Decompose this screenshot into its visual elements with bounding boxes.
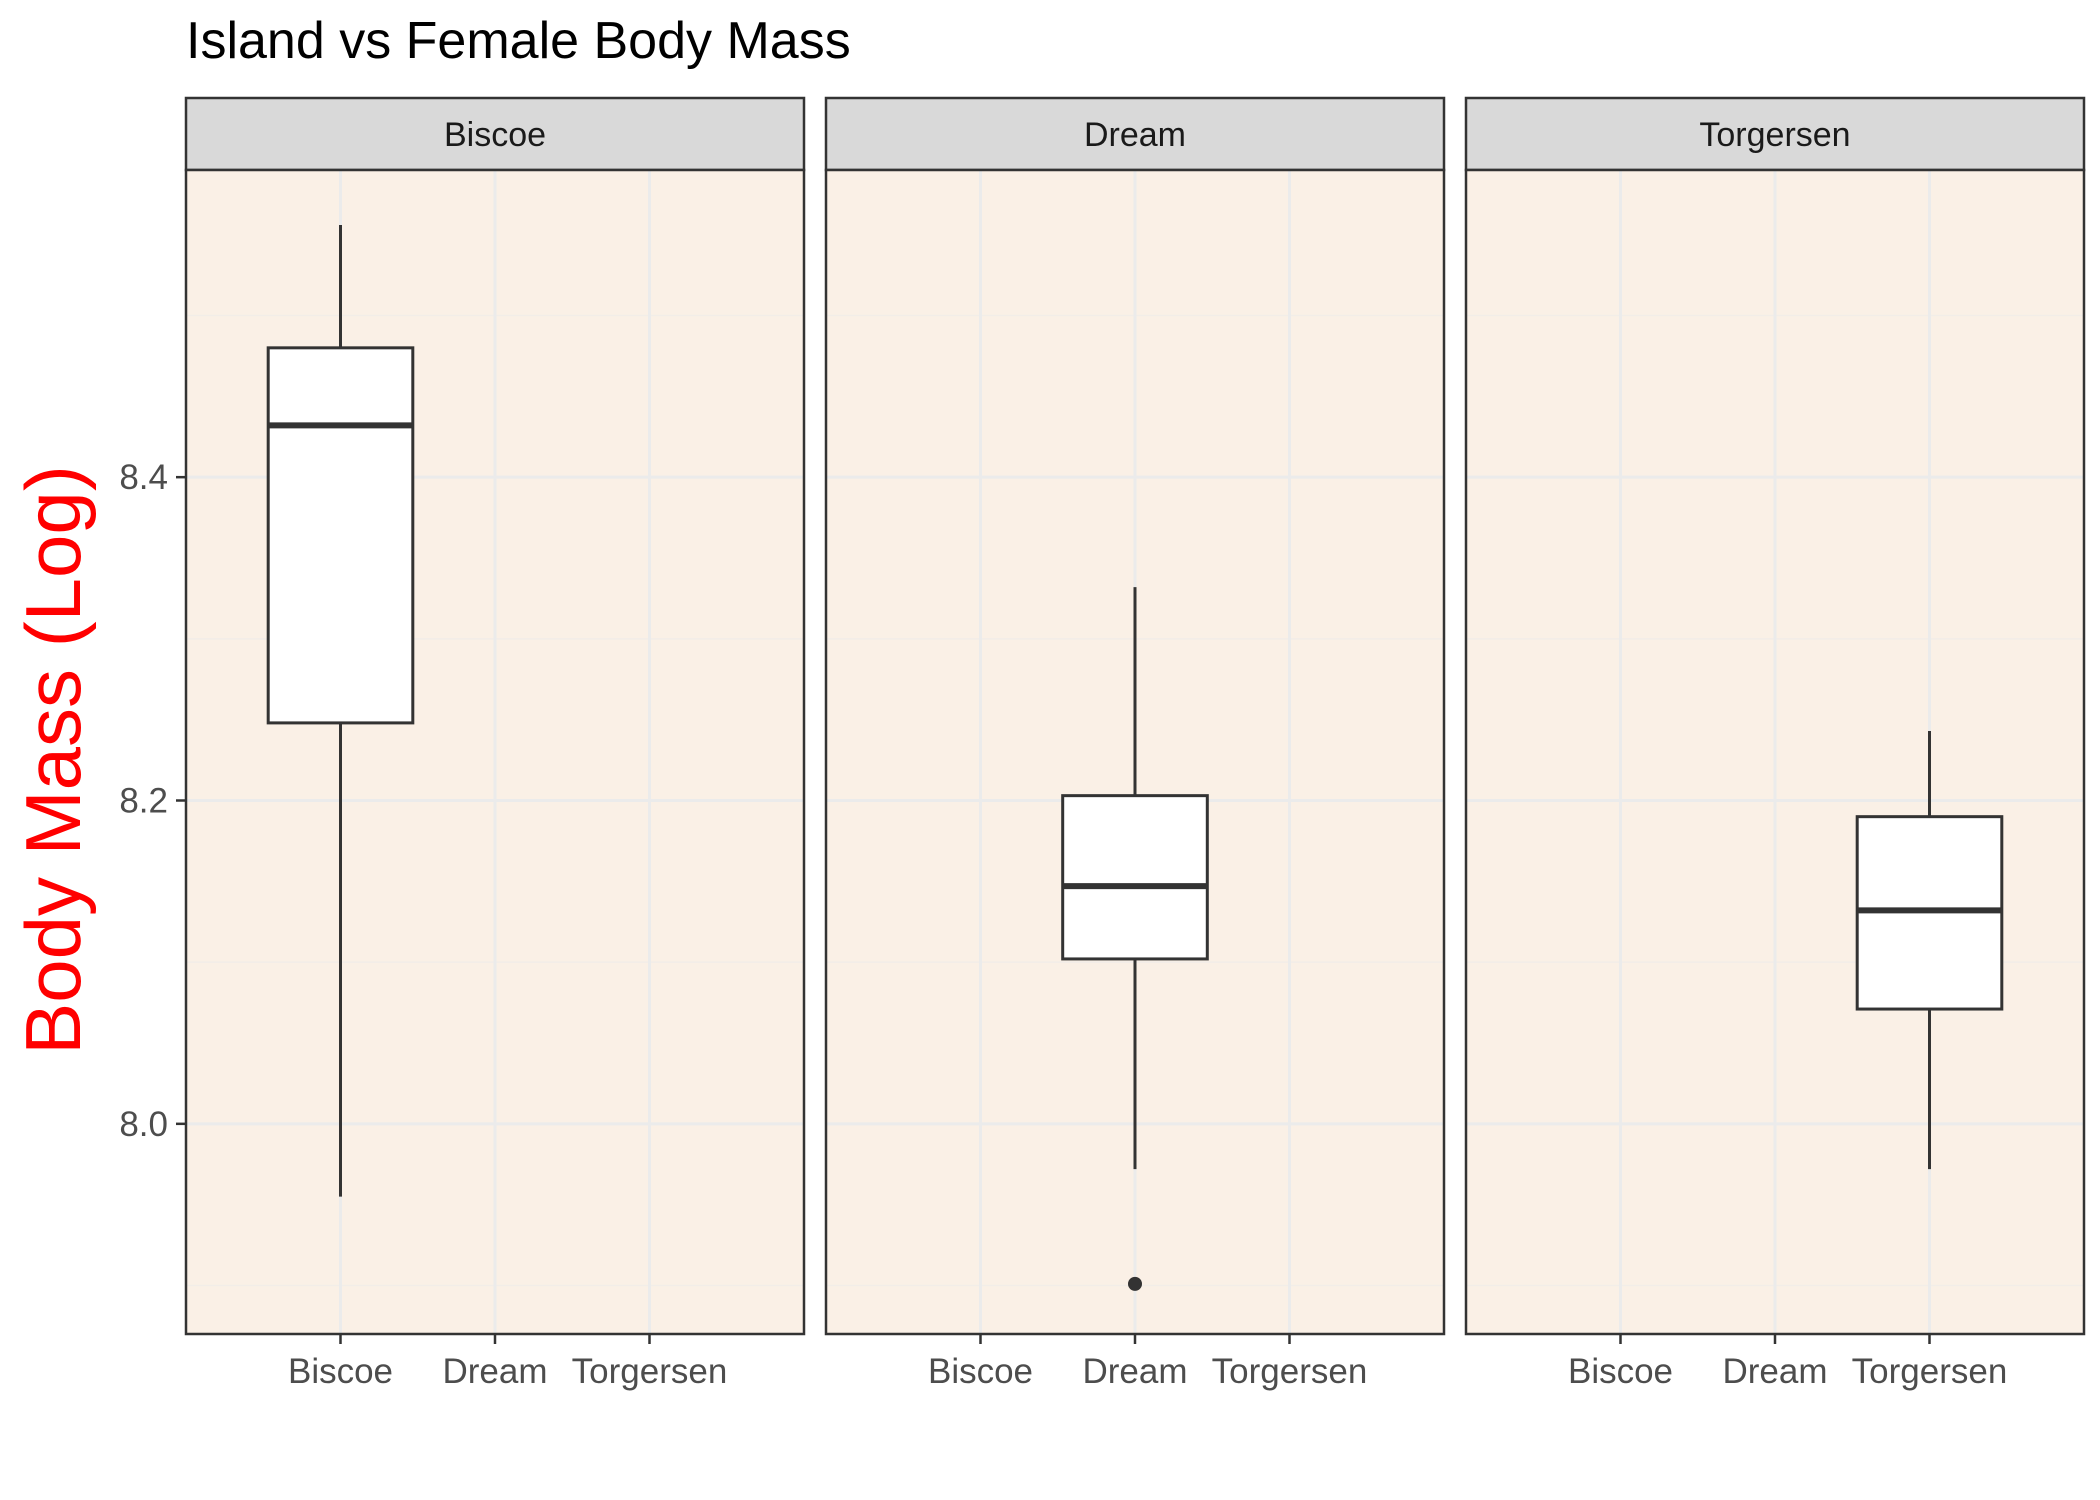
facet-strip-label: Biscoe xyxy=(444,116,546,154)
chart-title: Island vs Female Body Mass xyxy=(186,12,851,70)
facet-strip xyxy=(824,96,1446,172)
y-tick-label: 8.2 xyxy=(119,782,168,821)
facet-panel-biscoe: Biscoe Biscoe Dream Torgersen xyxy=(184,96,806,1391)
y-axis: 8.0 8.2 8.4 xyxy=(119,458,186,1144)
x-tick-label: Dream xyxy=(1722,1352,1827,1391)
box-torgersen xyxy=(1855,730,2004,1170)
facet-strip xyxy=(184,96,806,172)
x-tick-label: Biscoe xyxy=(1568,1352,1673,1391)
x-tick-label: Torgersen xyxy=(1212,1352,1368,1391)
x-tick-label: Biscoe xyxy=(288,1352,393,1391)
facet-strip-label: Torgersen xyxy=(1699,116,1850,154)
box-iqr xyxy=(1061,794,1209,961)
x-tick-label: Biscoe xyxy=(928,1352,1033,1391)
x-tick-label: Dream xyxy=(1082,1352,1187,1391)
facet-strip-label: Dream xyxy=(1084,116,1186,154)
outlier-point xyxy=(1128,1276,1142,1291)
facet-strip xyxy=(1464,96,2086,172)
x-tick-label: Dream xyxy=(442,1352,547,1391)
facet-panel-dream: Dream Biscoe Dream Torgersen xyxy=(824,96,1446,1391)
facet-panel-torgersen: Torgersen Biscoe Dream Torgersen xyxy=(1464,96,2086,1391)
x-tick-label: Torgersen xyxy=(572,1352,728,1391)
y-tick-label: 8.4 xyxy=(119,458,168,497)
y-axis-label: Body Mass (Log) xyxy=(9,465,97,1055)
box-biscoe xyxy=(266,224,415,1197)
box-dream xyxy=(1061,587,1209,1291)
y-tick-label: 8.0 xyxy=(119,1105,168,1144)
box-iqr xyxy=(266,346,415,725)
x-tick-label: Torgersen xyxy=(1852,1352,2008,1391)
